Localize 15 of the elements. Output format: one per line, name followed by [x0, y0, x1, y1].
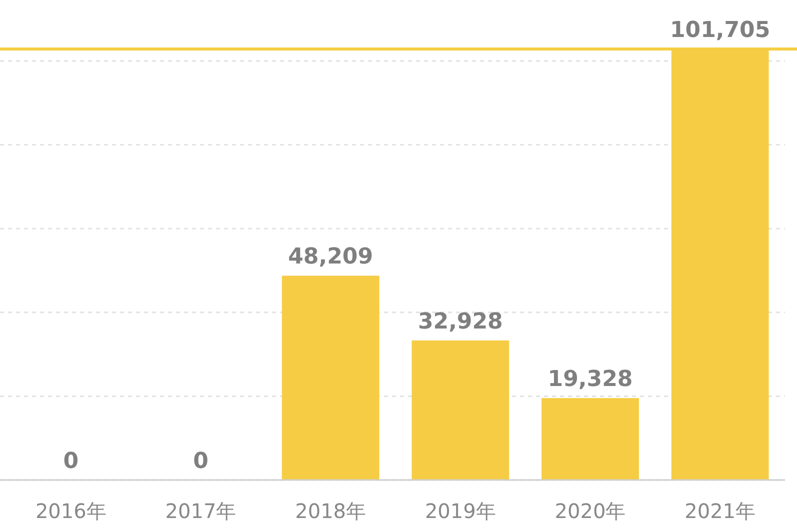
x-tick-label: 2021年	[684, 499, 756, 523]
data-label: 0	[193, 449, 208, 474]
bar	[282, 276, 380, 480]
bar	[542, 398, 639, 480]
x-tick-label: 2017年	[165, 499, 236, 523]
data-label: 19,328	[548, 367, 633, 392]
bar	[412, 340, 510, 480]
x-tick-label: 2018年	[295, 499, 366, 523]
data-label: 101,705	[670, 18, 770, 43]
data-label: 48,209	[288, 244, 374, 270]
data-label: 32,928	[418, 309, 503, 334]
data-label: 0	[63, 449, 79, 474]
x-tick-label: 2019年	[424, 499, 496, 523]
x-tick-label: 2020年	[554, 499, 626, 523]
x-tick-label: 2016年	[35, 499, 106, 523]
